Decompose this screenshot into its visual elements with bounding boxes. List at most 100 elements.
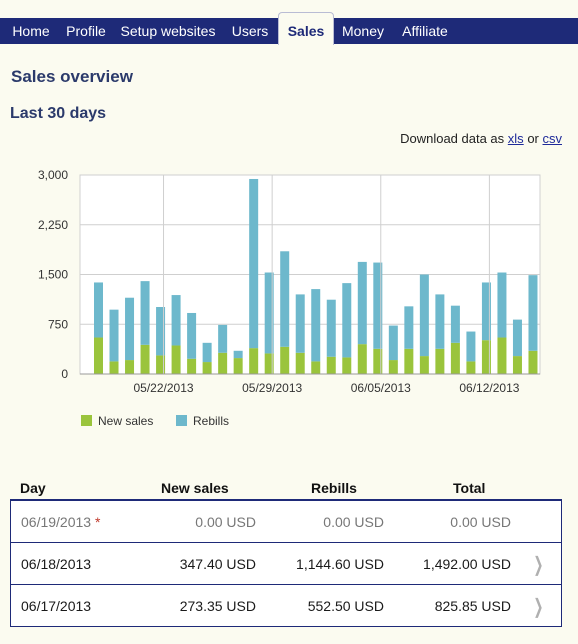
bar-rebills bbox=[218, 324, 228, 353]
bar-rebills bbox=[202, 342, 212, 363]
row-rebills: 552.50 USD bbox=[307, 598, 384, 614]
page-title: Sales overview bbox=[11, 67, 133, 86]
tab-affiliate[interactable]: Affiliate bbox=[402, 23, 448, 39]
row-day: 06/19/2013 * bbox=[21, 514, 100, 530]
bar-rebills bbox=[373, 262, 383, 349]
bar-rebills bbox=[311, 289, 321, 362]
bar-rebills bbox=[326, 299, 336, 357]
y-tick-label: 2,250 bbox=[38, 218, 68, 232]
bar-rebills bbox=[419, 274, 429, 357]
bar-rebills bbox=[342, 283, 352, 358]
header-new-sales: New sales bbox=[161, 480, 229, 496]
bar-rebills bbox=[171, 295, 181, 346]
header-day: Day bbox=[20, 480, 46, 496]
legend-label-new-sales: New sales bbox=[98, 414, 153, 428]
row-total: 0.00 USD bbox=[450, 514, 511, 530]
bar-rebills bbox=[109, 309, 119, 362]
bar-new-sales bbox=[528, 350, 538, 374]
chevron-right-icon[interactable]: ❯ bbox=[533, 554, 544, 576]
bar-rebills bbox=[156, 307, 166, 356]
bar-new-sales bbox=[94, 337, 103, 374]
today-marker: * bbox=[94, 514, 101, 530]
y-tick-label: 750 bbox=[48, 317, 68, 331]
tab-money[interactable]: Money bbox=[341, 23, 385, 39]
bar-new-sales bbox=[481, 340, 491, 374]
bar-rebills bbox=[357, 261, 367, 345]
table-row[interactable]: 06/18/2013 347.40 USD 1,144.60 USD 1,492… bbox=[10, 543, 562, 585]
row-day-text: 06/19/2013 bbox=[21, 514, 92, 530]
chevron-right-icon[interactable]: ❯ bbox=[533, 596, 544, 618]
row-new-sales: 273.35 USD bbox=[179, 598, 256, 614]
row-rebills: 0.00 USD bbox=[323, 514, 384, 530]
bar-rebills bbox=[435, 294, 445, 349]
row-new-sales: 347.40 USD bbox=[179, 556, 256, 572]
bar-rebills bbox=[512, 319, 522, 357]
bar-rebills bbox=[125, 297, 135, 361]
row-day: 06/17/2013 bbox=[21, 598, 92, 614]
bar-rebills bbox=[388, 325, 398, 361]
row-rebills: 1,144.60 USD bbox=[296, 556, 384, 572]
y-tick-label: 1,500 bbox=[38, 268, 68, 282]
bar-rebills bbox=[528, 275, 538, 351]
bar-new-sales bbox=[388, 360, 398, 374]
bar-new-sales bbox=[125, 360, 135, 374]
y-tick-label: 0 bbox=[61, 367, 68, 381]
bar-new-sales bbox=[497, 337, 507, 374]
bar-new-sales bbox=[140, 344, 150, 374]
bar-rebills bbox=[466, 331, 476, 362]
bar-rebills bbox=[280, 251, 290, 347]
legend-swatch-rebills bbox=[176, 415, 187, 426]
tab-sales[interactable]: Sales bbox=[278, 12, 334, 45]
x-tick-label: 06/05/2013 bbox=[351, 381, 411, 395]
tab-home[interactable]: Home bbox=[12, 23, 50, 39]
bar-new-sales bbox=[280, 346, 290, 374]
bar-rebills bbox=[233, 350, 243, 359]
bar-new-sales bbox=[450, 342, 460, 374]
row-new-sales: 0.00 USD bbox=[195, 514, 256, 530]
download-csv-link[interactable]: csv bbox=[542, 131, 563, 146]
bar-rebills bbox=[481, 282, 491, 341]
bar-new-sales bbox=[435, 348, 445, 374]
bar-new-sales bbox=[218, 352, 228, 374]
bar-new-sales bbox=[233, 358, 243, 374]
bar-new-sales bbox=[109, 361, 119, 374]
bar-rebills bbox=[94, 282, 103, 338]
tab-users[interactable]: Users bbox=[231, 23, 269, 39]
bar-new-sales bbox=[326, 356, 336, 374]
table-row: 06/19/2013 * 0.00 USD 0.00 USD 0.00 USD bbox=[10, 501, 562, 543]
row-total: 1,492.00 USD bbox=[423, 556, 511, 572]
bar-rebills bbox=[264, 272, 274, 354]
download-xls-link[interactable]: xls bbox=[507, 131, 524, 146]
bar-rebills bbox=[249, 178, 259, 349]
bar-new-sales bbox=[419, 356, 429, 374]
bar-new-sales bbox=[295, 352, 305, 374]
bar-new-sales bbox=[357, 344, 367, 374]
top-navigation: Home Profile Setup websites Users Sales … bbox=[0, 0, 578, 45]
bar-rebills bbox=[497, 272, 507, 338]
bar-new-sales bbox=[264, 353, 274, 374]
bar-new-sales bbox=[373, 348, 383, 374]
header-total: Total bbox=[453, 480, 486, 496]
bar-rebills bbox=[404, 306, 414, 349]
header-rebills: Rebills bbox=[311, 480, 357, 496]
bar-new-sales bbox=[187, 358, 197, 374]
download-or: or bbox=[527, 131, 539, 146]
tab-setup-websites[interactable]: Setup websites bbox=[120, 23, 216, 39]
bar-new-sales bbox=[249, 348, 259, 374]
row-day: 06/18/2013 bbox=[21, 556, 92, 572]
y-tick-label: 3,000 bbox=[38, 168, 68, 182]
table-header: Day New sales Rebills Total bbox=[10, 477, 562, 501]
x-tick-label: 05/22/2013 bbox=[134, 381, 194, 395]
table-row[interactable]: 06/17/2013 273.35 USD 552.50 USD 825.85 … bbox=[10, 585, 562, 627]
tab-profile[interactable]: Profile bbox=[66, 23, 106, 39]
x-tick-label: 05/29/2013 bbox=[242, 381, 302, 395]
sales-table: Day New sales Rebills Total 06/19/2013 *… bbox=[10, 477, 562, 627]
legend-label-rebills: Rebills bbox=[193, 414, 229, 428]
bar-rebills bbox=[187, 312, 197, 359]
download-data: Download data as xls or csv bbox=[400, 131, 562, 146]
bar-rebills bbox=[295, 294, 305, 353]
section-title: Last 30 days bbox=[10, 105, 107, 122]
bar-new-sales bbox=[404, 348, 414, 374]
legend-swatch-new-sales bbox=[81, 415, 92, 426]
bar-new-sales bbox=[202, 362, 212, 374]
